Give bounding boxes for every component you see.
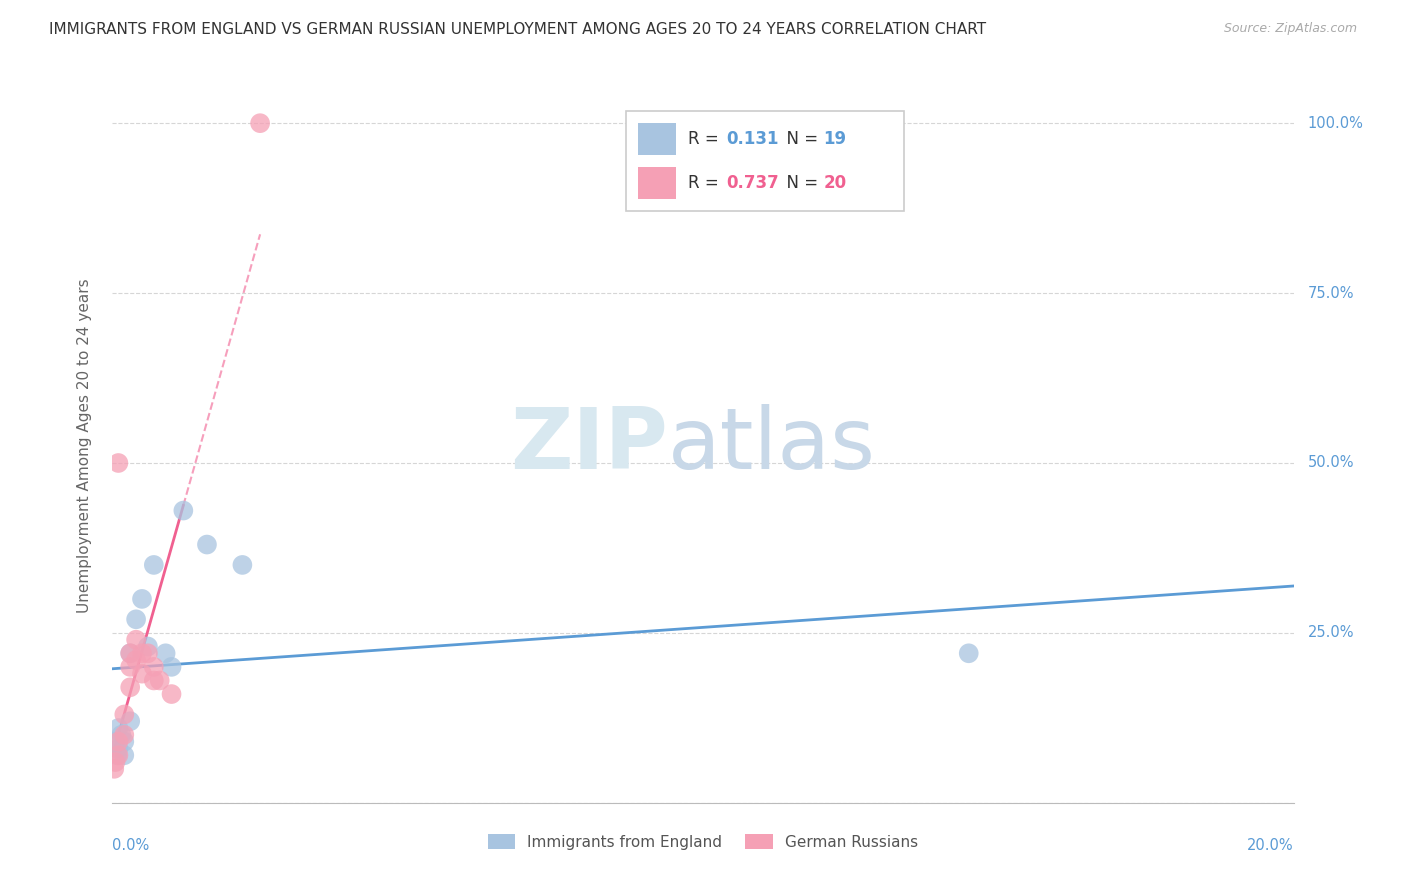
Text: Source: ZipAtlas.com: Source: ZipAtlas.com [1223,22,1357,36]
Text: 19: 19 [824,129,846,147]
Bar [638,167,676,199]
Text: 20: 20 [824,174,846,192]
Point [125,612,148,626]
Point [107,741,129,756]
Point [957,646,980,660]
Point [160,660,183,674]
FancyBboxPatch shape [626,111,904,211]
Text: 0.0%: 0.0% [112,838,149,854]
Point [103,762,125,776]
Point [231,558,253,572]
Text: atlas: atlas [668,404,876,488]
Point [172,503,194,517]
Text: ZIP: ZIP [510,404,668,488]
Point [136,646,159,660]
Point [107,456,129,470]
Point [195,537,218,551]
Text: 0.737: 0.737 [727,174,779,192]
Text: 50.0%: 50.0% [1308,456,1354,470]
Text: 25.0%: 25.0% [1308,625,1354,640]
Legend: Immigrants from England, German Russians: Immigrants from England, German Russians [482,828,924,855]
Point [142,673,165,688]
Point [105,748,128,763]
Text: 100.0%: 100.0% [1308,116,1364,131]
Point [112,734,135,748]
Text: R =: R = [688,129,724,147]
Point [131,666,153,681]
Text: 20.0%: 20.0% [1247,838,1294,854]
Text: IMMIGRANTS FROM ENGLAND VS GERMAN RUSSIAN UNEMPLOYMENT AMONG AGES 20 TO 24 YEARS: IMMIGRANTS FROM ENGLAND VS GERMAN RUSSIA… [49,22,987,37]
Text: N =: N = [776,174,824,192]
Point [110,728,132,742]
Text: 75.0%: 75.0% [1308,285,1354,301]
Point [125,632,148,647]
Point [142,660,165,674]
Point [125,653,148,667]
Point [112,728,135,742]
Point [131,646,153,660]
Point [120,646,142,660]
Point [112,748,135,763]
Point [131,591,153,606]
Point [120,714,142,729]
Point [107,748,129,763]
Point [120,660,142,674]
Point [136,640,159,654]
Point [160,687,183,701]
Point [104,734,127,748]
Y-axis label: Unemployment Among Ages 20 to 24 years: Unemployment Among Ages 20 to 24 years [77,278,91,614]
Text: N =: N = [776,129,824,147]
Text: 0.131: 0.131 [727,129,779,147]
Point [249,116,271,130]
Point [120,680,142,694]
Point [142,558,165,572]
Point [112,707,135,722]
Point [107,734,129,748]
Text: R =: R = [688,174,724,192]
Point [149,673,172,688]
Point [104,755,127,769]
Point [155,646,177,660]
Bar [638,122,676,154]
Point [107,721,129,735]
Point [120,646,142,660]
